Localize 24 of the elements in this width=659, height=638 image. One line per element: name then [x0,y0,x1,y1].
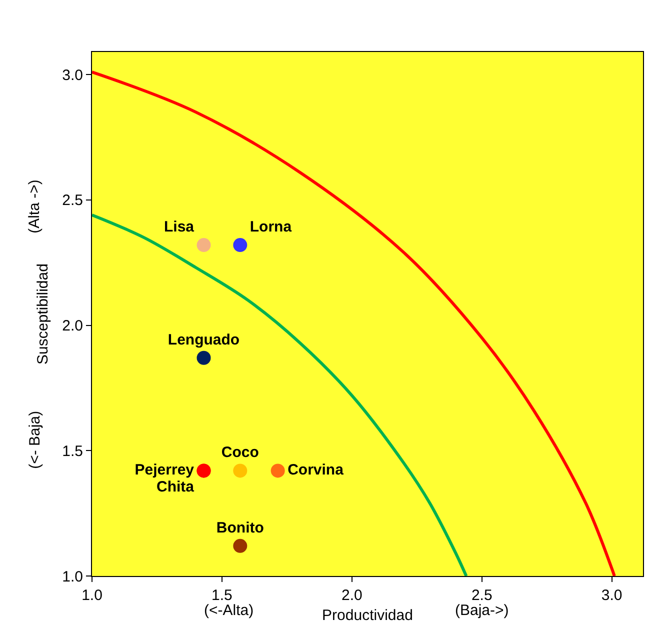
text: (<-Alta) [204,602,254,619]
series-label: Coco [221,444,259,462]
y-tick-label: 2.5 [62,192,83,210]
text: (<- Baja) [26,410,44,469]
y-axis-title: Susceptibilidad [34,264,52,364]
x-tick-label: 1.5 [212,587,232,604]
series-label: Lorna [250,218,292,236]
series-label: Corvina [288,461,344,478]
text: (Baja->) [455,602,509,619]
y-tick-label: 1.0 [62,568,83,586]
x-tick-label: 2.0 [341,587,362,604]
y-tick-label: 1.5 [62,442,83,460]
x-tick-label: 3.0 [601,587,622,604]
x-axis-title: Productividad [322,607,413,624]
series-label: Chita [156,478,195,496]
y-tick-label: 3.0 [62,66,83,84]
x-tick-label: 1.0 [82,587,102,604]
series-label: Lenguado [168,331,240,348]
series-label: Pejerrey [134,461,195,478]
y-tick-label: 2.0 [62,318,83,335]
text: (Alta ->) [26,180,43,234]
series-label: Lisa [164,218,195,236]
x-tick-label: 2.5 [471,587,492,604]
series-label: Bonito [216,519,264,536]
